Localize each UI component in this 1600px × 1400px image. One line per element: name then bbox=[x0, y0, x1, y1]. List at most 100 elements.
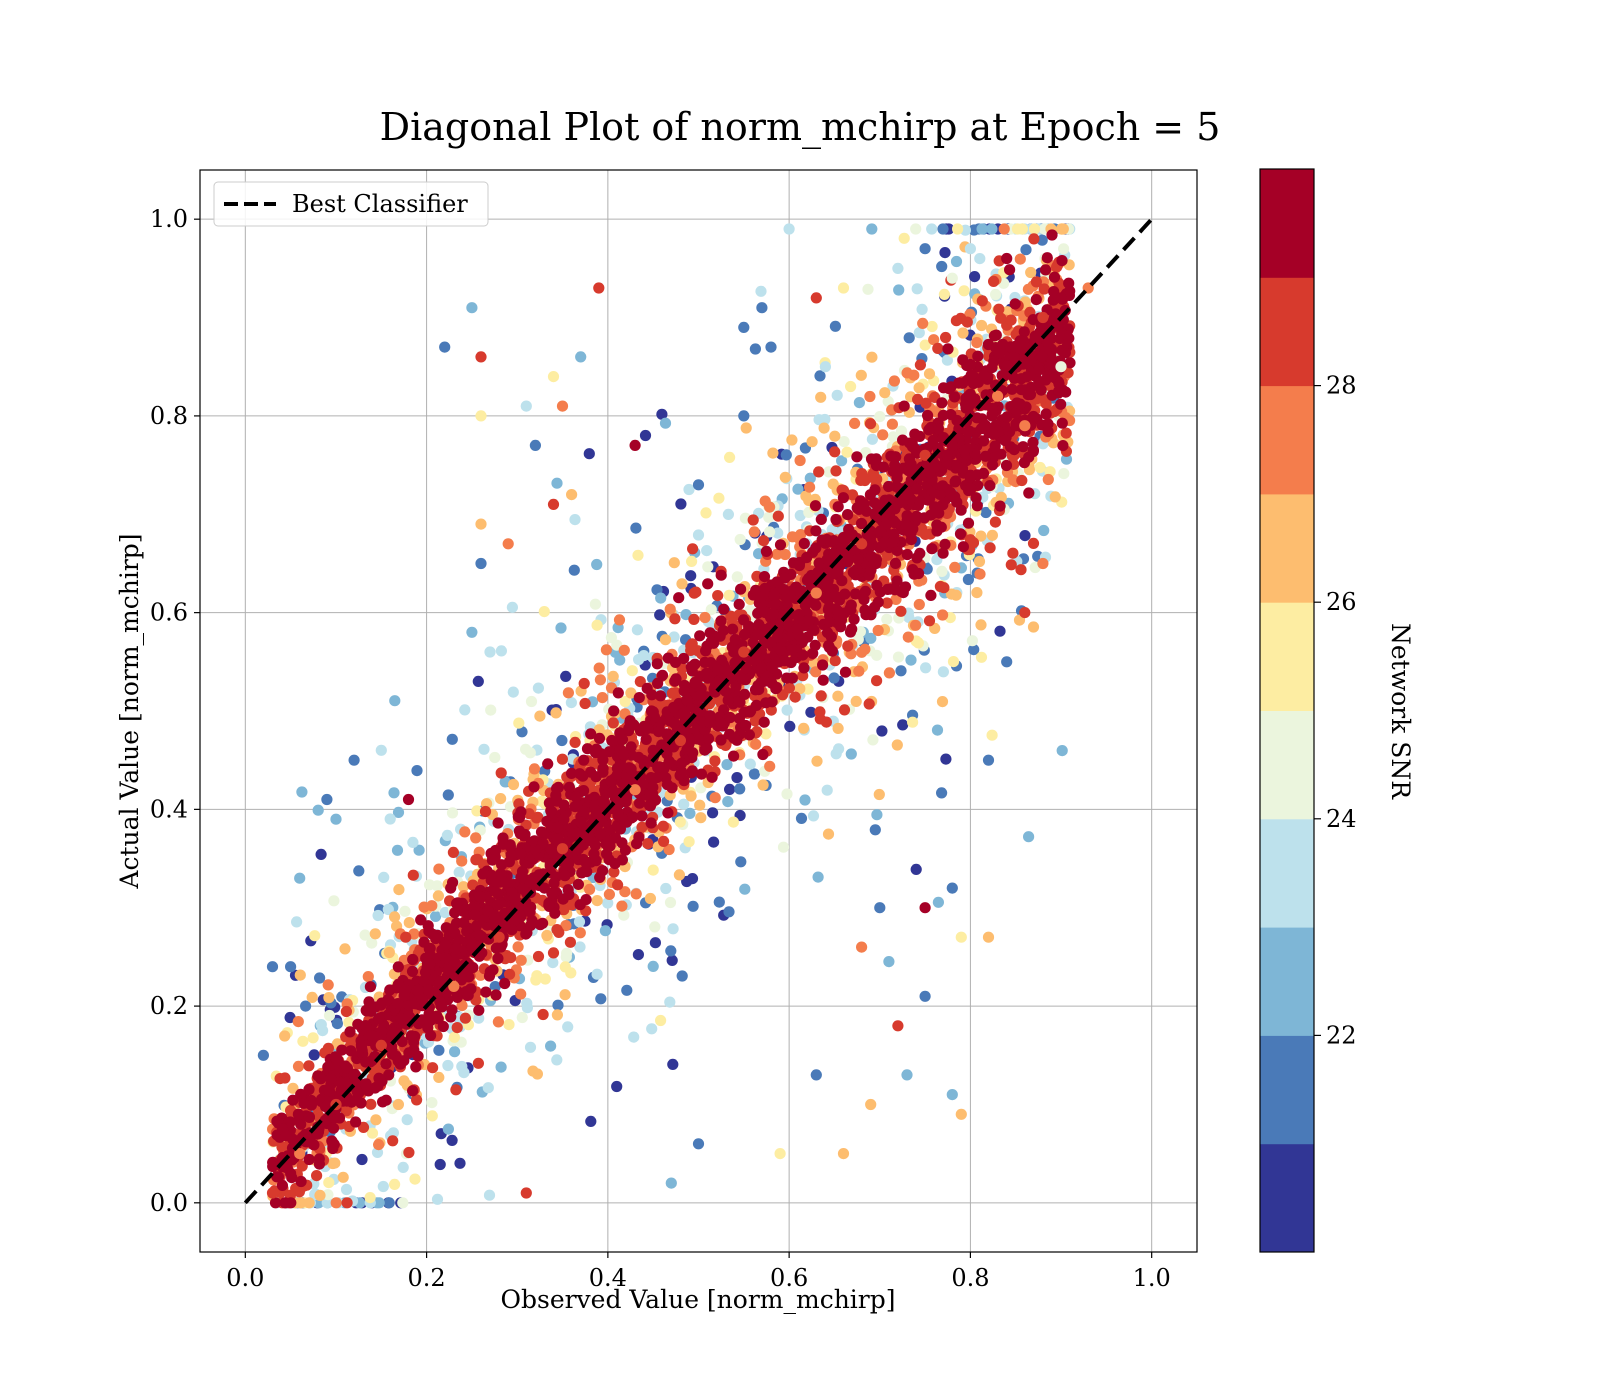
scatter-point bbox=[920, 662, 932, 674]
scatter-point bbox=[600, 644, 613, 656]
scatter-point bbox=[441, 829, 453, 842]
scatter-point bbox=[866, 433, 879, 445]
scatter-point bbox=[344, 1026, 356, 1038]
scatter-point bbox=[552, 833, 564, 845]
scatter-point bbox=[659, 417, 672, 429]
scatter-point bbox=[1023, 487, 1035, 499]
scatter-point bbox=[426, 900, 438, 912]
scatter-point bbox=[1040, 408, 1052, 420]
scatter-point bbox=[1004, 264, 1016, 276]
scatter-point bbox=[898, 400, 910, 412]
scatter-point bbox=[1007, 547, 1019, 559]
scatter-point bbox=[853, 397, 866, 409]
scatter-point bbox=[937, 409, 949, 421]
scatter-point bbox=[674, 816, 686, 828]
scatter-point bbox=[1048, 271, 1061, 283]
scatter-point bbox=[954, 528, 967, 540]
scatter-point bbox=[813, 466, 825, 478]
scatter-point bbox=[297, 1035, 309, 1047]
scatter-point bbox=[931, 724, 944, 736]
scatter-point bbox=[958, 285, 970, 297]
scatter-point bbox=[1014, 253, 1026, 265]
scatter-point bbox=[537, 837, 549, 850]
scatter-point bbox=[715, 734, 727, 746]
scatter-point bbox=[437, 1020, 449, 1033]
scatter-point bbox=[712, 590, 724, 602]
scatter-point bbox=[853, 503, 865, 515]
scatter-point bbox=[812, 871, 824, 883]
scatter-point bbox=[964, 471, 976, 483]
scatter-point bbox=[848, 613, 860, 625]
scatter-point bbox=[721, 759, 733, 771]
scatter-point bbox=[632, 949, 645, 961]
scatter-point bbox=[974, 253, 986, 265]
scatter-point bbox=[971, 587, 983, 599]
scatter-point bbox=[845, 748, 857, 760]
scatter-point bbox=[391, 844, 404, 856]
scatter-point bbox=[898, 232, 910, 244]
scatter-point bbox=[472, 675, 484, 688]
scatter-point bbox=[1058, 468, 1070, 480]
scatter-point bbox=[1001, 411, 1013, 423]
scatter-point bbox=[912, 393, 924, 405]
scatter-point bbox=[280, 1130, 292, 1142]
scatter-point bbox=[550, 707, 562, 719]
scatter-point bbox=[733, 598, 745, 611]
scatter-point bbox=[653, 726, 665, 738]
scatter-point bbox=[472, 1057, 484, 1069]
scatter-point bbox=[860, 609, 872, 621]
scatter-point bbox=[559, 870, 571, 882]
scatter-point bbox=[685, 790, 697, 802]
scatter-point bbox=[411, 1094, 423, 1106]
scatter-point bbox=[552, 999, 564, 1011]
scatter-point bbox=[654, 609, 666, 621]
scatter-point bbox=[882, 395, 894, 407]
scatter-point bbox=[612, 687, 624, 699]
scatter-point bbox=[837, 492, 850, 504]
scatter-point bbox=[939, 247, 951, 259]
scatter-point bbox=[631, 838, 643, 850]
scatter-point bbox=[686, 873, 699, 885]
scatter-point bbox=[506, 601, 518, 613]
scatter-point bbox=[553, 926, 565, 939]
scatter-point bbox=[1048, 286, 1060, 298]
scatter-point bbox=[267, 1160, 279, 1173]
scatter-point bbox=[591, 619, 603, 631]
scatter-point bbox=[433, 863, 445, 875]
scatter-point bbox=[596, 692, 609, 704]
scatter-point bbox=[595, 993, 607, 1005]
scatter-point bbox=[599, 925, 612, 937]
scatter-point bbox=[563, 781, 576, 793]
scatter-point bbox=[797, 649, 809, 661]
scatter-point bbox=[524, 906, 536, 918]
scatter-point bbox=[521, 997, 533, 1009]
scatter-point bbox=[392, 1098, 404, 1111]
scatter-point bbox=[456, 1000, 468, 1012]
scatter-point bbox=[972, 350, 984, 362]
scatter-point bbox=[343, 1016, 355, 1029]
scatter-point bbox=[737, 673, 749, 685]
scatter-point bbox=[815, 391, 827, 403]
scatter-point bbox=[839, 666, 852, 678]
scatter-point bbox=[619, 886, 631, 898]
scatter-point bbox=[807, 810, 820, 822]
scatter-point bbox=[940, 331, 952, 344]
scatter-point bbox=[864, 390, 876, 403]
scatter-point bbox=[323, 1177, 335, 1189]
scatter-point bbox=[724, 783, 736, 796]
scatter-point bbox=[328, 1138, 340, 1150]
scatter-point bbox=[432, 890, 444, 902]
scatter-point bbox=[701, 545, 713, 557]
scatter-point bbox=[1015, 384, 1027, 396]
scatter-point bbox=[683, 836, 695, 848]
scatter-point bbox=[739, 628, 751, 641]
scatter-point bbox=[882, 583, 894, 596]
scatter-point bbox=[303, 1197, 315, 1209]
scatter-point bbox=[532, 950, 545, 963]
scatter-point bbox=[585, 728, 597, 740]
scatter-point bbox=[539, 973, 551, 985]
scatter-point bbox=[433, 1071, 445, 1083]
scatter-point bbox=[1040, 264, 1052, 276]
scatter-point bbox=[835, 621, 847, 633]
scatter-point bbox=[864, 418, 877, 430]
